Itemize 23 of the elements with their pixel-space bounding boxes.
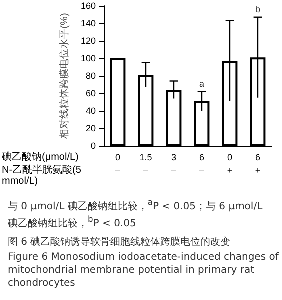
y-tick-label: 160 (80, 1, 96, 11)
x-tick-label: 1.5 – (140, 152, 152, 176)
x-tick-label: 3 – (171, 152, 177, 176)
x-tick-label: 6 – (199, 152, 205, 176)
text: 与 0 μmol/L 碘乙酸钠组比较，$^{a}$P < 0.05；与 6 μmol/L 碘乙酸钠组比较，$^{b}$P < 0.05 (8, 197, 263, 230)
annotation: b (255, 4, 261, 14)
y-tick-label: 100 (80, 54, 96, 64)
y-tick-label: 40 (86, 106, 96, 116)
y-tick-label: 140 (80, 18, 96, 28)
y-tick-label: 20 (86, 124, 96, 134)
y-tick-label: 120 (80, 36, 96, 46)
y-tick-label: 0 (90, 141, 96, 151)
text: N-乙酰半胱氨酸(5 mmol/L) (2, 164, 84, 187)
y-axis-title: 相对线粒体跨膜电位水平(%) (58, 13, 71, 139)
y-tick-label: 80 (86, 71, 96, 81)
x-tick-label: 6 + (255, 152, 261, 176)
text: 图 6 碘乙酸钠诱导软骨细胞线粒体跨膜电位的改变 (7, 236, 232, 249)
x-tick-label: 0 + (227, 152, 233, 176)
x-tick-label: 0 – (115, 152, 121, 176)
y-tick-label: 60 (86, 88, 96, 98)
text: 碘乙酸钠(μmol/L) (1, 151, 79, 163)
text: Figure 6 Monosodium iodoacetate-induced changes of mitochondrial membrane potential in primary rat chondrocytes (7, 250, 280, 290)
annotation: a (199, 78, 205, 89)
